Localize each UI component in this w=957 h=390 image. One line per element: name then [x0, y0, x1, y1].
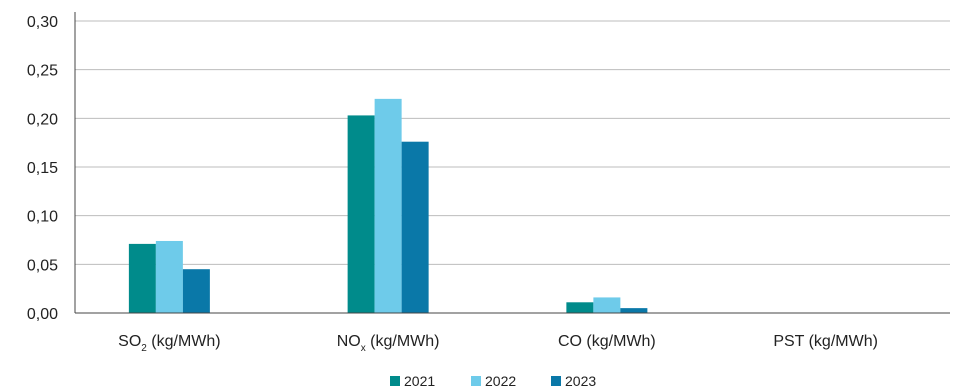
x-category-label: CO (kg/MWh) — [558, 333, 656, 350]
y-tick-label: 0,30 — [27, 14, 58, 31]
y-tick-label: 0,25 — [27, 63, 58, 80]
category-main-text: SO — [118, 333, 141, 350]
y-axis-tick-labels: 0,00 0,05 0,10 0,15 0,20 0,25 0,30 — [27, 14, 58, 323]
bar-2023-1 — [401, 141, 429, 313]
x-category-label: PST (kg/MWh) — [773, 333, 878, 350]
category-main-text: NO — [337, 333, 361, 350]
y-tick-label: 0,10 — [27, 209, 58, 226]
y-tick-label: 0,00 — [27, 306, 58, 323]
category-unit-text: (kg/MWh) — [366, 333, 440, 350]
bar-2022-1 — [374, 98, 402, 313]
gridlines — [75, 20, 950, 265]
bar-2022-2 — [593, 297, 621, 313]
bar-2023-0 — [182, 269, 210, 313]
legend-label: 2022 — [485, 373, 516, 389]
category-unit-text: (kg/MWh) — [147, 333, 221, 350]
legend-label: 2023 — [565, 373, 596, 389]
category-main-text: PST (kg/MWh) — [773, 333, 878, 350]
category-subscript: x — [361, 343, 366, 354]
x-category-label: NOx (kg/MWh) — [337, 333, 440, 354]
legend-swatch-2022 — [471, 376, 481, 386]
bar-2023-2 — [620, 308, 648, 313]
category-main-text: CO (kg/MWh) — [558, 333, 656, 350]
category-subscript: 2 — [141, 343, 147, 354]
bars — [128, 98, 648, 313]
y-tick-label: 0,15 — [27, 160, 58, 177]
legend-swatch-2023 — [551, 376, 561, 386]
y-tick-label: 0,20 — [27, 111, 58, 128]
bar-2021-0 — [128, 243, 156, 313]
legend-label: 2021 — [404, 373, 435, 389]
x-category-label: SO2 (kg/MWh) — [118, 333, 220, 354]
x-axis-category-labels: SO2 (kg/MWh) NOx (kg/MWh) CO (kg/MWh) PST (… — [118, 333, 878, 354]
bar-2022-0 — [155, 240, 183, 313]
legend: 2021 2022 2023 — [390, 373, 596, 389]
legend-swatch-2021 — [390, 376, 400, 386]
y-tick-label: 0,05 — [27, 257, 58, 274]
bar-2021-1 — [347, 115, 375, 313]
bar-2021-2 — [566, 302, 594, 313]
